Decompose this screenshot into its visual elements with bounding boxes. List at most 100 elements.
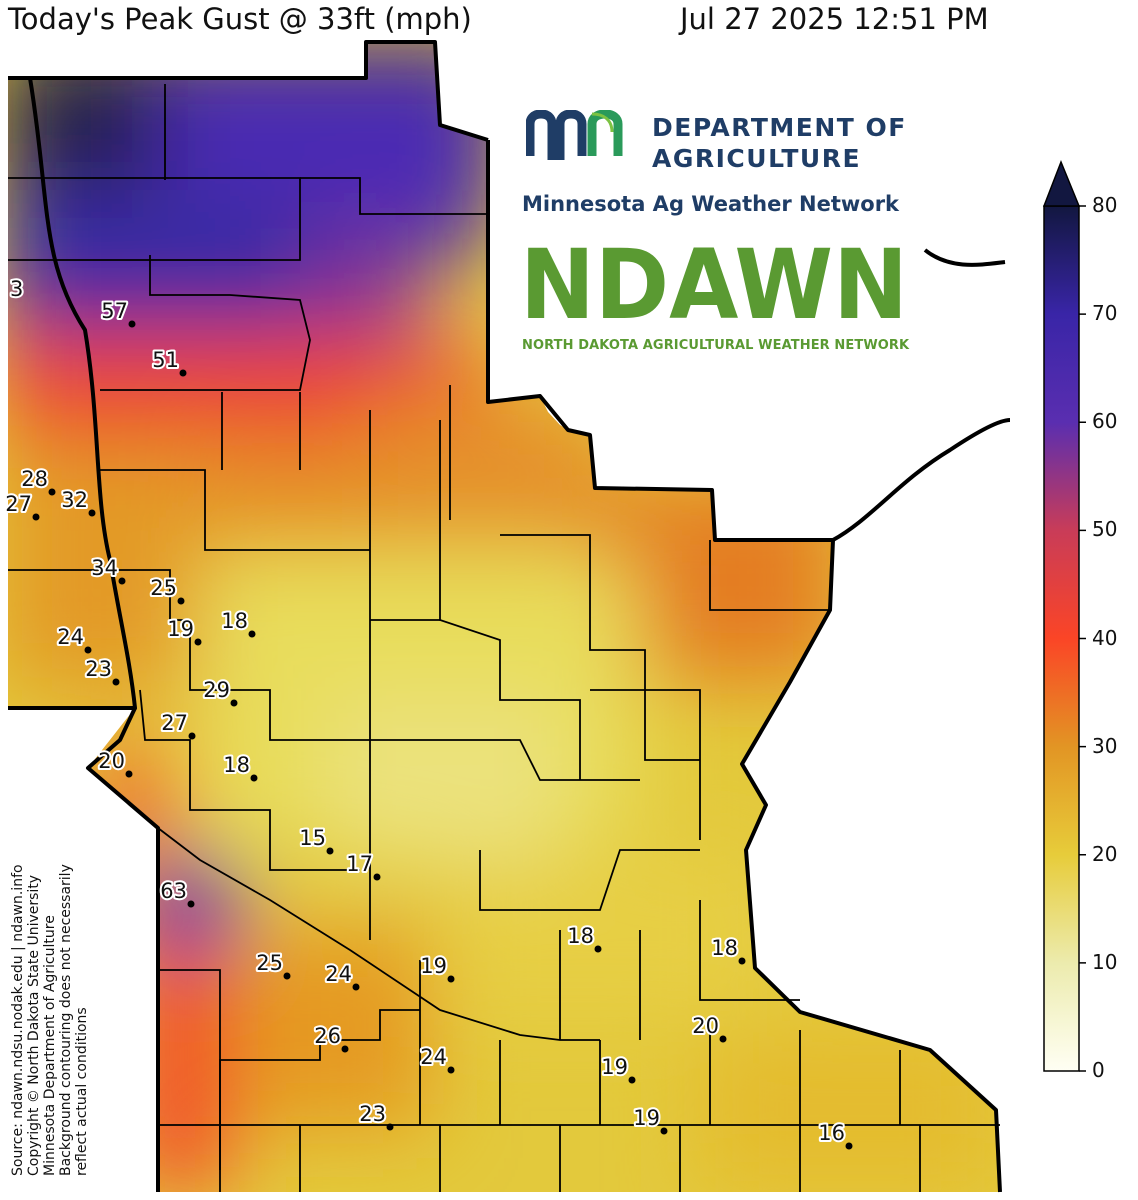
station-gust-label: 19 [601,1055,628,1079]
station-gust-label: 17 [346,852,373,876]
station-marker: 16 [816,1119,853,1150]
station-gust-label: 20 [692,1014,719,1038]
colorbar-tick-label: 50 [1092,517,1118,542]
attribution-line-3: Minnesota Department of Agriculture [42,915,58,1176]
logo-panel: DEPARTMENT OF AGRICULTURE Minnesota Ag W… [502,92,922,372]
station-marker: 27 [3,490,40,521]
station-dot [719,1035,727,1043]
station-gust-label: 23 [359,1102,386,1126]
map-timestamp: Jul 27 2025 12:51 PM [680,2,989,36]
station-marker: 19 [165,615,202,646]
attribution-line-4: Background contouring does not necessari… [58,864,74,1176]
station-gust-label: 15 [299,826,326,850]
station-dot [88,509,96,517]
station-gust-label: 18 [223,753,250,777]
station-gust-label: 19 [167,617,194,641]
station-gust-label: 27 [5,492,32,516]
station-dot [447,1066,455,1074]
county-lines [8,84,1000,1192]
station-gust-label: 24 [325,962,352,986]
station-gust-label: 25 [150,576,177,600]
station-dot [118,577,126,585]
station-dot [352,983,360,991]
colorbar-extend-arrow [1042,159,1081,207]
colorbar-tick-label: 40 [1092,625,1118,650]
station-gust-label: 28 [21,467,48,491]
station-dot [326,847,334,855]
department-line-1: DEPARTMENT OF [652,113,907,142]
station-marker: 19 [599,1053,636,1084]
station-gust-label: 34 [91,556,118,580]
department-line-2: AGRICULTURE [652,144,862,173]
station-dot [187,900,195,908]
station-marker: 18 [565,922,602,953]
station-marker: 63 [158,877,195,908]
station-gust-label: 26 [314,1024,341,1048]
station-dot [179,369,187,377]
station-marker: 34 [89,554,126,585]
station-dot [373,873,381,881]
station-marker: 25 [148,574,185,605]
station-dot [188,732,196,740]
station-dot [248,630,256,638]
station-marker: 24 [418,1043,455,1074]
station-dot [283,972,291,980]
station-marker: 20 [690,1012,727,1043]
station-gust-label: 24 [420,1045,447,1069]
station-dot [738,957,746,965]
colorbar [1042,159,1086,1072]
network-name: Minnesota Ag Weather Network [522,192,900,216]
station-dot [341,1045,349,1053]
colorbar-gradient [1043,205,1080,1072]
station-marker: 24 [323,960,360,991]
station-gust-label: 19 [420,954,447,978]
station-marker: 26 [312,1022,349,1053]
station-gust-label: 19 [633,1106,660,1130]
colorbar-tick-label: 10 [1092,949,1118,974]
state-borders [8,40,1011,1193]
station-dot [660,1127,668,1135]
station-dot [177,597,185,605]
map-title: Today's Peak Gust @ 33ft (mph) [8,2,472,36]
station-dot [32,513,40,521]
station-marker: 17 [344,850,381,881]
station-marker: 19 [418,952,455,983]
station-dot [84,646,92,654]
station-gust-label: 57 [101,299,128,323]
station-marker: 18 [219,607,256,638]
station-dot [48,488,56,496]
station-dot [386,1123,394,1131]
ndawn-logo: NDAWN [520,238,908,328]
station-gust-label: 29 [203,678,230,702]
station-marker: 32 [59,486,96,517]
station-marker: 23 [83,655,120,686]
station-marker: 28 [19,465,56,496]
station-gust-label: 25 [256,951,283,975]
station-gust-label: 18 [221,609,248,633]
station-dot [230,699,238,707]
attribution-note: Source: ndawn.ndsu.nodak.edu | ndawn.inf… [10,864,90,1176]
station-gust-label: 3 [10,277,23,301]
station-gust-label: 24 [57,625,84,649]
station-gust-label: 16 [818,1121,845,1145]
station-marker: 57 [99,297,136,328]
station-marker: 15 [297,824,334,855]
attribution-line-1: Source: ndawn.ndsu.nodak.edu | ndawn.inf… [10,864,26,1176]
station-marker: 25 [254,949,291,980]
station-marker: 24 [55,623,92,654]
mn-logo-icon [526,110,623,160]
station-gust-label: 18 [567,924,594,948]
station-marker: 20 [96,747,133,778]
station-marker: 51 [150,346,187,377]
department-name: DEPARTMENT OF AGRICULTURE [652,112,907,174]
station-dot [194,638,202,646]
station-gust-label: 32 [61,488,88,512]
station-dot [250,774,258,782]
station-gust-label: 23 [85,657,112,681]
station-gust-label: 20 [98,749,125,773]
station-marker: 27 [159,709,196,740]
station-gust-label: 63 [160,879,187,903]
station-dot [128,320,136,328]
colorbar-tick-label: 0 [1092,1058,1105,1082]
